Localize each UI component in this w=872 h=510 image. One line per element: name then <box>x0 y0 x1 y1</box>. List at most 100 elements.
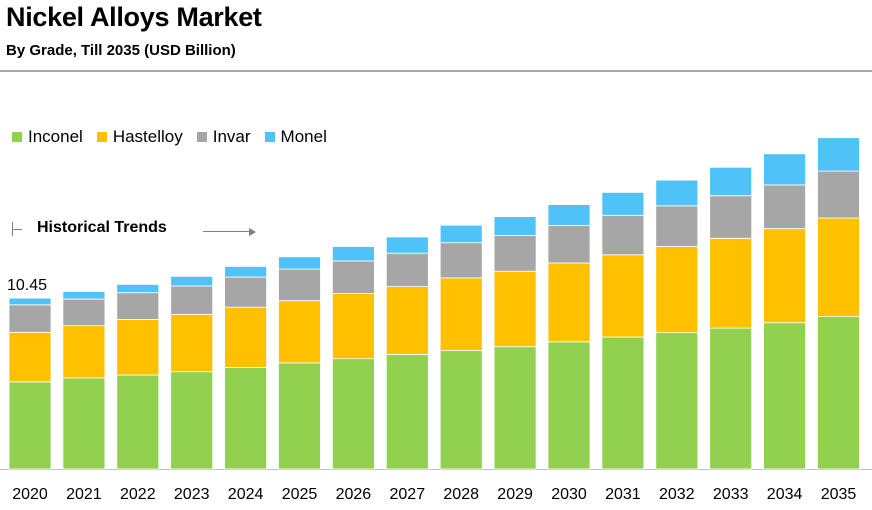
bar-monel-2024 <box>224 265 268 278</box>
bar-inconel-2027 <box>385 353 429 470</box>
legend-item-monel: Monel <box>264 127 327 147</box>
title-divider <box>0 70 872 72</box>
bar-hastelloy-2020 <box>8 331 52 383</box>
bar-monel-2030 <box>547 204 591 226</box>
bar-monel-2027 <box>385 236 429 254</box>
bar-invar-2021 <box>62 298 106 327</box>
x-tick-label-2022: 2022 <box>120 486 156 503</box>
bar-monel-2033 <box>709 166 753 197</box>
bar-inconel-2026 <box>331 358 375 470</box>
bar-inconel-2035 <box>817 316 860 470</box>
bar-monel-2032 <box>655 179 699 207</box>
x-tick-label-2021: 2021 <box>66 486 102 503</box>
legend-swatch-invar <box>196 132 207 142</box>
bar-hastelloy-2021 <box>62 325 106 379</box>
bar-monel-2026 <box>331 246 375 262</box>
legend-item-inconel: Inconel <box>12 127 83 147</box>
bar-hastelloy-2030 <box>547 262 591 343</box>
x-tick-label-2034: 2034 <box>767 486 803 503</box>
bar-inconel-2025 <box>278 362 321 470</box>
bar-invar-2020 <box>8 304 52 333</box>
bar-hastelloy-2035 <box>817 217 860 317</box>
legend-label-monel: Monel <box>280 127 327 146</box>
bar-hastelloy-2033 <box>709 237 753 329</box>
bar-hastelloy-2026 <box>331 293 375 360</box>
x-tick-label-2027: 2027 <box>390 486 426 503</box>
bar-monel-2031 <box>601 191 645 216</box>
bar-invar-2034 <box>763 184 806 230</box>
bar-inconel-2029 <box>493 346 537 470</box>
bar-monel-2021 <box>62 291 106 300</box>
bar-hastelloy-2031 <box>601 254 645 338</box>
legend-label-invar: Invar <box>212 127 251 146</box>
bar-invar-2026 <box>331 260 375 294</box>
x-tick-label-2024: 2024 <box>228 486 264 503</box>
x-tick-label-2028: 2028 <box>443 486 479 503</box>
x-tick-label-2031: 2031 <box>605 486 641 503</box>
legend: Inconel Hastelloy Invar Monel <box>12 127 327 147</box>
bar-invar-2031 <box>601 214 645 256</box>
bar-invar-2030 <box>547 224 591 264</box>
bar-hastelloy-2022 <box>116 318 160 376</box>
bar-inconel-2030 <box>547 341 591 470</box>
bar-monel-2023 <box>170 275 214 287</box>
x-tick-label-2023: 2023 <box>174 486 210 503</box>
bar-invar-2033 <box>709 195 753 239</box>
historical-bracket-line <box>12 229 22 230</box>
chart-title: Nickel Alloys Market <box>6 2 262 32</box>
bar-inconel-2020 <box>8 381 52 470</box>
data-label-2020: 10.45 <box>7 277 47 294</box>
bar-hastelloy-2024 <box>224 306 268 368</box>
bar-invar-2025 <box>278 268 321 302</box>
bar-inconel-2028 <box>439 350 483 470</box>
bar-inconel-2032 <box>655 332 699 470</box>
bar-hastelloy-2025 <box>278 300 321 364</box>
bar-inconel-2021 <box>62 377 106 470</box>
bar-invar-2032 <box>655 205 699 247</box>
historical-arrow-line <box>203 231 251 232</box>
bar-inconel-2034 <box>763 322 806 470</box>
legend-item-hastelloy: Hastelloy <box>96 127 183 147</box>
bar-monel-2020 <box>8 297 52 306</box>
bar-inconel-2031 <box>601 336 645 470</box>
bar-invar-2029 <box>493 234 537 272</box>
legend-label-hastelloy: Hastelloy <box>112 127 183 146</box>
bar-hastelloy-2034 <box>763 228 806 324</box>
chart-subtitle: By Grade, Till 2035 (USD Billion) <box>6 42 236 59</box>
bar-invar-2023 <box>170 285 214 315</box>
bar-hastelloy-2027 <box>385 286 429 355</box>
bar-inconel-2023 <box>170 371 214 470</box>
x-tick-label-2026: 2026 <box>336 486 372 503</box>
bar-hastelloy-2023 <box>170 313 214 373</box>
x-tick-label-2033: 2033 <box>713 486 749 503</box>
x-tick-label-2032: 2032 <box>659 486 695 503</box>
bar-invar-2027 <box>385 252 429 287</box>
x-tick-label-2029: 2029 <box>497 486 533 503</box>
x-tick-label-2025: 2025 <box>282 486 318 503</box>
historical-trends-label: Historical Trends <box>37 219 167 236</box>
bar-monel-2029 <box>493 216 537 236</box>
bar-hastelloy-2029 <box>493 270 537 348</box>
bar-invar-2028 <box>439 242 483 279</box>
bar-invar-2035 <box>817 170 860 219</box>
x-tick-label-2020: 2020 <box>12 486 48 503</box>
x-tick-label-2035: 2035 <box>821 486 857 503</box>
bar-invar-2022 <box>116 292 160 320</box>
bar-monel-2025 <box>278 256 321 270</box>
legend-swatch-inconel <box>12 132 22 142</box>
bar-invar-2024 <box>224 276 268 308</box>
x-tick-label-2030: 2030 <box>551 486 587 503</box>
bar-monel-2028 <box>439 224 483 244</box>
bar-inconel-2024 <box>224 367 268 470</box>
legend-item-invar: Invar <box>196 127 251 147</box>
bar-inconel-2033 <box>709 327 753 470</box>
legend-swatch-hastelloy <box>96 132 107 142</box>
legend-label-inconel: Inconel <box>28 127 83 146</box>
bar-monel-2022 <box>116 283 160 294</box>
bar-hastelloy-2032 <box>655 246 699 334</box>
bar-hastelloy-2028 <box>439 277 483 351</box>
arrow-right-icon <box>249 228 256 236</box>
bar-monel-2035 <box>817 137 860 172</box>
bar-monel-2034 <box>763 153 806 186</box>
